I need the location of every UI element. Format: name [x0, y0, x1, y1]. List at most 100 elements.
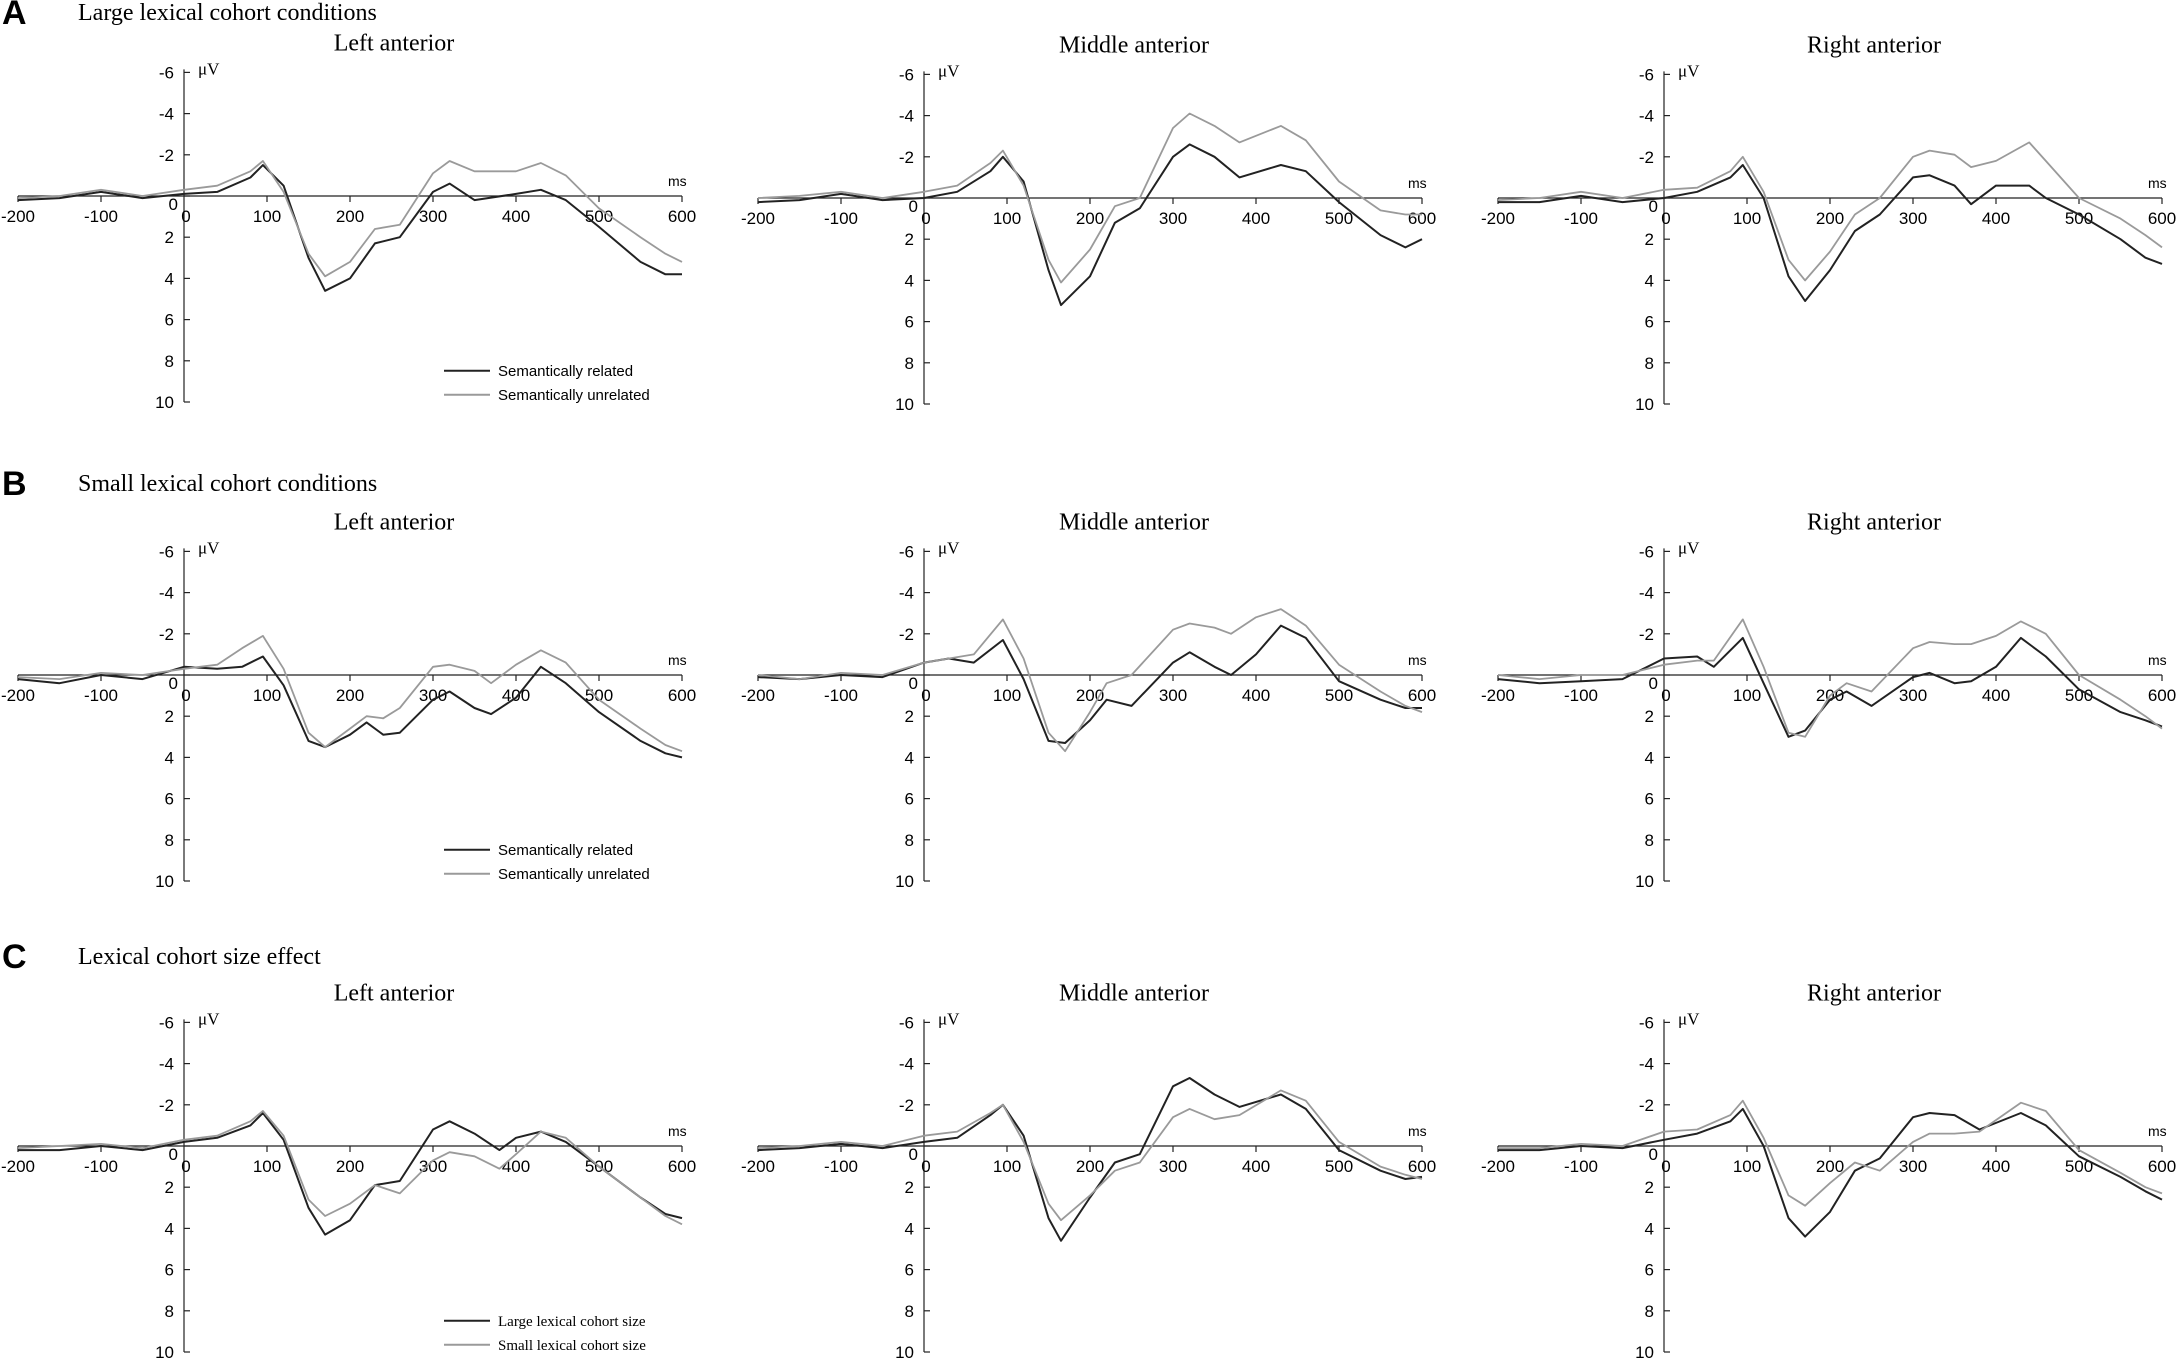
y-tick-label: 8 — [165, 352, 174, 371]
x-tick-label: 400 — [1982, 686, 2010, 705]
x-tick-label: -100 — [84, 686, 118, 705]
x-axis-unit: ms — [2148, 175, 2167, 191]
x-tick-label: 0 — [1661, 686, 1670, 705]
y-tick-label: 0 — [909, 197, 918, 216]
x-tick-label: 300 — [419, 686, 447, 705]
x-tick-label: 600 — [1408, 209, 1436, 228]
panel-title: Right anterior — [1807, 980, 1941, 1006]
series-line-dark — [1498, 1107, 2163, 1238]
series-line-dark — [17, 164, 682, 292]
x-tick-label: 100 — [253, 207, 281, 226]
x-tick-label: 500 — [2065, 1157, 2093, 1176]
x-tick-label: 400 — [502, 1157, 530, 1176]
y-tick-label: 8 — [905, 354, 914, 373]
series-line-dark — [757, 1077, 1423, 1242]
y-tick-label: -2 — [1639, 148, 1654, 167]
x-tick-label: 100 — [253, 1157, 281, 1176]
y-tick-label: 8 — [165, 1302, 174, 1321]
x-tick-label: 100 — [1733, 209, 1761, 228]
x-tick-label: -200 — [1, 207, 35, 226]
y-tick-label: 4 — [165, 269, 174, 288]
x-tick-label: 0 — [181, 686, 190, 705]
x-tick-label: 300 — [1159, 686, 1187, 705]
x-tick-label: 100 — [993, 209, 1021, 228]
y-tick-label: 10 — [1635, 395, 1654, 414]
x-tick-label: 500 — [2065, 209, 2093, 228]
y-tick-label: -2 — [159, 1096, 174, 1115]
series-line-light — [17, 1110, 683, 1226]
legend-label: Semantically related — [498, 842, 633, 859]
x-tick-label: -200 — [1481, 1157, 1515, 1176]
panel-title: Left anterior — [334, 509, 455, 535]
y-tick-label: 6 — [905, 313, 914, 332]
x-tick-label: 600 — [2148, 209, 2176, 228]
y-tick-label: 8 — [165, 831, 174, 850]
y-tick-label: -6 — [159, 542, 174, 561]
x-tick-label: 100 — [993, 686, 1021, 705]
y-tick-label: 2 — [165, 1178, 174, 1197]
x-tick-label: 300 — [1899, 1157, 1927, 1176]
series-line-light — [757, 608, 1423, 753]
y-tick-label: 0 — [169, 195, 178, 214]
y-tick-label: 10 — [155, 1343, 174, 1362]
y-tick-label: 6 — [1645, 790, 1654, 809]
x-tick-label: 100 — [1733, 686, 1761, 705]
x-tick-label: 600 — [2148, 1157, 2176, 1176]
x-tick-label: 300 — [1159, 1157, 1187, 1176]
x-tick-label: 200 — [1816, 209, 1844, 228]
legend-label: Large lexical cohort size — [498, 1314, 646, 1330]
x-axis-unit: ms — [668, 173, 687, 189]
x-tick-label: -200 — [1, 686, 35, 705]
y-tick-label: -4 — [159, 1055, 174, 1074]
x-tick-label: 0 — [1661, 209, 1670, 228]
row-title: Lexical cohort size effect — [78, 944, 321, 970]
row-title: Small lexical cohort conditions — [78, 471, 377, 497]
y-tick-label: -2 — [1639, 1096, 1654, 1115]
row-letter: B — [2, 465, 27, 503]
y-tick-label: 2 — [165, 228, 174, 247]
legend-label: Semantically related — [498, 363, 633, 380]
x-axis-unit: ms — [668, 1123, 687, 1139]
row-letter: A — [2, 0, 27, 32]
x-tick-label: 500 — [2065, 686, 2093, 705]
y-tick-label: -4 — [899, 584, 914, 603]
x-tick-label: -200 — [1481, 209, 1515, 228]
x-tick-label: 600 — [1408, 686, 1436, 705]
x-tick-label: 300 — [1899, 209, 1927, 228]
x-tick-label: -100 — [1564, 209, 1598, 228]
y-tick-label: 4 — [905, 271, 914, 290]
x-tick-label: -200 — [741, 1157, 775, 1176]
x-tick-label: 0 — [181, 1157, 190, 1176]
y-axis-unit: μV — [938, 538, 960, 557]
y-tick-label: 4 — [1645, 748, 1654, 767]
x-tick-label: -100 — [824, 209, 858, 228]
y-tick-label: -6 — [1639, 542, 1654, 561]
x-tick-label: 100 — [1733, 1157, 1761, 1176]
x-axis-unit: ms — [1408, 652, 1427, 668]
panel-title: Middle anterior — [1059, 980, 1209, 1006]
y-tick-label: -6 — [159, 63, 174, 82]
y-tick-label: -6 — [899, 1013, 914, 1032]
y-tick-label: 0 — [909, 1145, 918, 1164]
y-tick-label: 2 — [1645, 230, 1654, 249]
x-tick-label: 500 — [1325, 686, 1353, 705]
x-tick-label: -200 — [1481, 686, 1515, 705]
y-axis-unit: μV — [198, 59, 220, 78]
y-tick-label: 0 — [909, 674, 918, 693]
panel-title: Right anterior — [1807, 32, 1941, 58]
y-tick-label: 2 — [1645, 707, 1654, 726]
x-tick-label: -100 — [824, 1157, 858, 1176]
x-tick-label: 300 — [1899, 686, 1927, 705]
x-tick-label: 400 — [502, 686, 530, 705]
x-axis-unit: ms — [2148, 1123, 2167, 1139]
series-line-dark — [1498, 164, 2163, 302]
y-tick-label: -2 — [159, 625, 174, 644]
y-tick-label: 0 — [1649, 197, 1658, 216]
